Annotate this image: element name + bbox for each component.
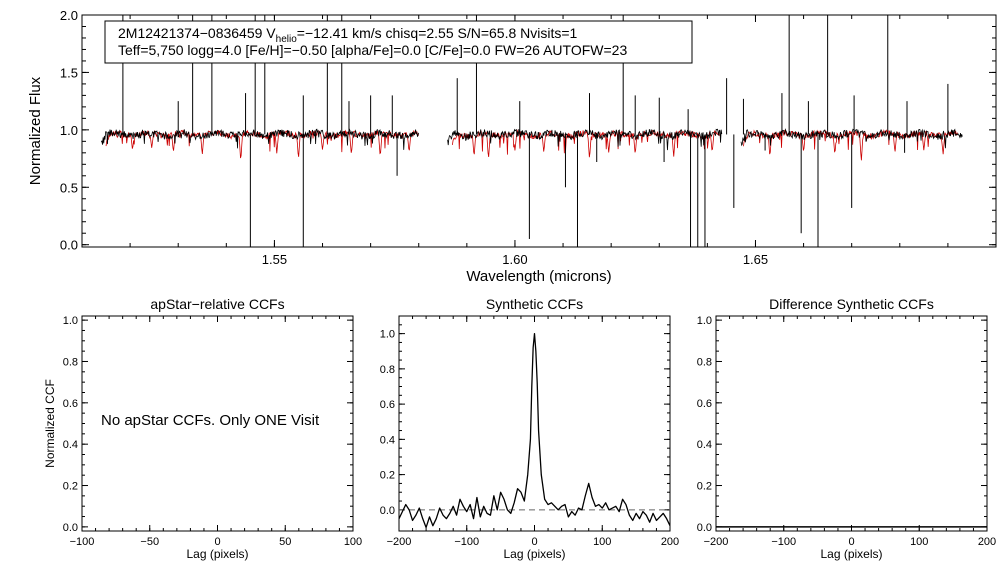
spectrum-frame [81, 14, 997, 248]
info-line-1-star: 2M12421374−0836459 V [118, 25, 276, 41]
difference-ccf-xtick-label: −200 [704, 536, 729, 548]
apstar-ccf-xtick-label: −50 [140, 536, 159, 548]
synthetic-ccf-line [398, 332, 671, 529]
difference-ccf-panel: −200 −100 0 100 200 0.0 0.2 0.4 0.6 0.8 1.0 Differe… [697, 296, 996, 561]
synthetic-ccf-ytick-label: 1.0 [380, 329, 395, 341]
observed-spectrum-segment [100, 127, 420, 150]
synthetic-ccf-xtick-label: 200 [661, 536, 679, 548]
observed-spectrum-segment [740, 128, 963, 149]
difference-ccf-ytick-label: 0.6 [697, 398, 712, 410]
apstar-ccf-xtick-label: 0 [214, 536, 220, 548]
info-line-1: 2M12421374−0836459 Vhelio=−12.41 km/s ch… [118, 25, 578, 45]
synthetic-ccf-title: Synthetic CCFs [486, 296, 583, 312]
difference-ccf-xlabel: Lag (pixels) [820, 547, 882, 561]
difference-ccf-title: Difference Synthetic CCFs [769, 296, 934, 312]
apstar-ccf-ytick-label: 0.6 [63, 398, 78, 410]
apstar-ccf-ytick-label: 0.0 [63, 522, 78, 534]
apstar-ccf-xtick-label: 50 [279, 536, 291, 548]
synthetic-ccf-xtick-label: −100 [454, 536, 479, 548]
synthetic-ccf-ytick-label: 0.2 [380, 470, 395, 482]
synthetic-ccf-xtick-label: 100 [593, 536, 611, 548]
spectrum-xtick-label: 1.55 [262, 252, 287, 267]
difference-ccf-xtick-label: 200 [978, 536, 996, 548]
difference-ccf-ytick-label: 0.8 [697, 356, 712, 368]
synthetic-ccf-xtick-label: −200 [387, 536, 412, 548]
apstar-ccf-xtick-label: 100 [344, 536, 362, 548]
difference-ccf-xtick-label: 0 [848, 536, 854, 548]
apstar-ccf-ytick-label: 1.0 [63, 315, 78, 327]
apstar-ccf-ytick-label: 0.8 [63, 356, 78, 368]
difference-ccf-frame [715, 315, 988, 532]
difference-ccf-ytick-label: 0.2 [697, 481, 712, 493]
apstar-ccf-panel: −100 −50 0 50 100 0.0 0.2 0.4 0.6 0.8 1.0 apStar−re… [43, 296, 362, 561]
spectrum-xtick-label: 1.65 [743, 252, 768, 267]
difference-ccf-ytick-label: 0.4 [697, 439, 712, 451]
spectrum-xtick-label: 1.60 [502, 252, 527, 267]
synthetic-ccf-frame [398, 315, 671, 532]
spectrum-ytick-label: 0.5 [60, 180, 78, 195]
spectrum-xlabel: Wavelength (microns) [466, 268, 611, 285]
apstar-ccf-xlabel: Lag (pixels) [186, 547, 248, 561]
synthetic-ccf-xlabel: Lag (pixels) [503, 547, 565, 561]
apstar-ccf-ytick-label: 0.4 [63, 439, 78, 451]
difference-ccf-ytick-label: 0.0 [697, 522, 712, 534]
apstar-ccf-ytick-label: 0.2 [63, 481, 78, 493]
info-line-1-params: =−12.41 km/s chisq=2.55 S/N=65.8 Nvisits… [297, 25, 578, 41]
spectrum-ytick-label: 2.0 [60, 8, 78, 23]
synthetic-ccf-ytick-label: 0.6 [380, 399, 395, 411]
spectrum-ylabel: Normalized Flux [27, 76, 44, 185]
spectrum-ytick-label: 0.0 [60, 238, 78, 253]
info-box [104, 20, 693, 64]
info-line-2: Teff=5,750 logg=4.0 [Fe/H]=−0.50 [alpha/… [118, 42, 627, 58]
synthetic-ccf-ytick-label: 0.8 [380, 364, 395, 376]
apstar-ccf-xtick-label: −100 [70, 536, 95, 548]
synthetic-ccf-ytick-label: 0.4 [380, 434, 395, 446]
observed-spectrum-segment [447, 128, 723, 151]
synthetic-ccf-xtick-label: 0 [531, 536, 537, 548]
apstar-ccf-ylabel: Normalized CCF [43, 379, 57, 468]
difference-ccf-xtick-label: −100 [771, 536, 796, 548]
apstar-ccf-title: apStar−relative CCFs [150, 296, 284, 312]
spectrum-panel: 1.55 1.60 1.65 0.0 0.5 1.0 1.5 2.0 Wavelength (m… [27, 8, 997, 285]
info-line-1-subscript: helio [276, 34, 298, 45]
difference-ccf-xtick-label: 100 [910, 536, 928, 548]
no-ccf-message: No apStar CCFs. Only ONE Visit [101, 412, 320, 429]
model-spectrum-segment [105, 129, 420, 159]
synthetic-ccf-ytick-label: 0.0 [380, 505, 395, 517]
difference-ccf-ytick-label: 1.0 [697, 315, 712, 327]
synthetic-ccf-panel: −200 −100 0 100 200 0.0 0.2 0.4 0.6 0.8 1.0 Synthet… [380, 296, 679, 561]
spectrum-ytick-label: 1.5 [60, 65, 78, 80]
spectrum-ytick-label: 1.0 [60, 123, 78, 138]
